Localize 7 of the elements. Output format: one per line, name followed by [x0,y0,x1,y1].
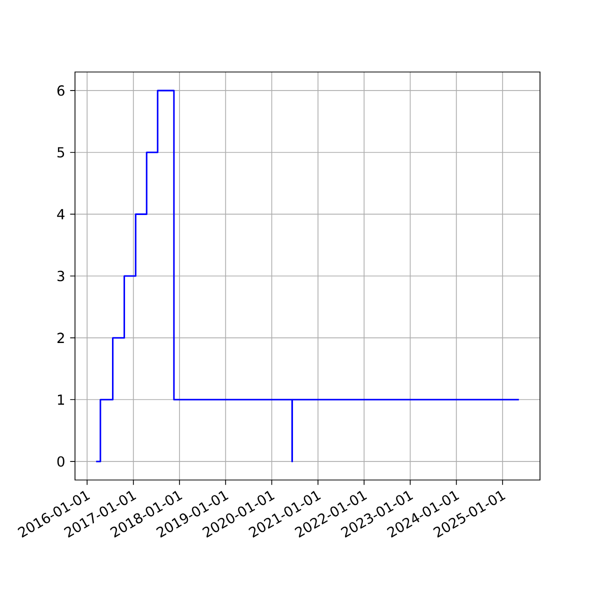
y-tick-label: 0 [57,456,64,467]
y-tick-label: 2 [57,332,64,343]
y-tick-label: 3 [58,270,64,282]
y-tick-label: 4 [57,209,64,220]
y-tick-label: 1 [58,394,64,405]
y-tick-label: 6 [57,85,64,96]
y-tick-label: 5 [58,147,64,158]
